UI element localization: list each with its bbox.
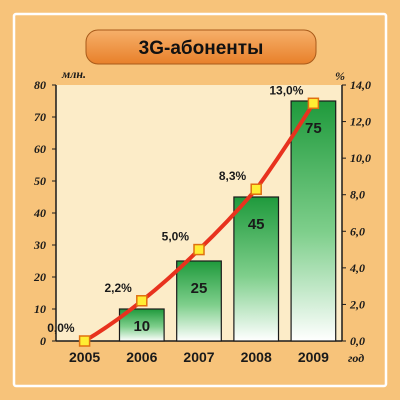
y2-tick-label: 6,0 bbox=[350, 224, 365, 238]
line-point-label: 2,2% bbox=[104, 281, 132, 295]
y2-tick-label: 4,0 bbox=[349, 261, 365, 275]
y2-axis-unit: % bbox=[335, 69, 345, 83]
line-point-label: 0,0% bbox=[47, 321, 75, 335]
bar-value-label: 25 bbox=[191, 280, 208, 297]
bars: 10 25 45 75 bbox=[118, 100, 337, 342]
bar-2007 bbox=[176, 260, 222, 342]
line-point-2008 bbox=[250, 183, 262, 195]
y2-tick-label: 2,0 bbox=[349, 297, 365, 311]
x-tick-label: 2008 bbox=[241, 349, 272, 365]
bar-2009 bbox=[290, 100, 337, 342]
y-tick-label: 10 bbox=[34, 302, 46, 316]
x-axis-label: год bbox=[348, 351, 364, 365]
bar-value-label: 45 bbox=[248, 216, 265, 233]
right-ticks: 0,0 2,0 4,0 6,0 8,0 10,0 12,0 14,0 bbox=[342, 78, 371, 348]
x-tick-label: 2005 bbox=[69, 349, 100, 365]
line-point-2009 bbox=[307, 97, 320, 110]
y-axis-unit: млн. bbox=[61, 67, 86, 81]
x-ticks: 2005 2006 2007 2008 2009 bbox=[69, 349, 329, 365]
y2-tick-label: 10,0 bbox=[350, 151, 371, 165]
line-point-2007 bbox=[193, 243, 205, 256]
x-tick-label: 2006 bbox=[126, 349, 157, 365]
bar-value-label: 10 bbox=[133, 318, 150, 335]
y2-tick-label: 12,0 bbox=[350, 115, 371, 129]
y2-tick-label: 0,0 bbox=[350, 334, 365, 348]
line-point-2006 bbox=[136, 295, 148, 307]
y-tick-label: 40 bbox=[33, 206, 46, 220]
left-ticks: 0 10 20 30 40 50 60 70 80 bbox=[33, 78, 56, 348]
x-tick-label: 2009 bbox=[298, 349, 329, 365]
line-point-label: 13,0% bbox=[269, 83, 303, 97]
y-tick-label: 80 bbox=[34, 78, 46, 92]
line-point-2005 bbox=[78, 335, 91, 347]
y-tick-label: 20 bbox=[33, 270, 46, 284]
chart-title: 3G-абоненты bbox=[139, 38, 264, 59]
growth-line-layer: 0,0% 2,2% 5,0% 8,3% 13,0% bbox=[47, 83, 320, 347]
y-tick-label: 0 bbox=[40, 334, 46, 348]
y-tick-label: 60 bbox=[34, 142, 46, 156]
chart-border bbox=[12, 12, 388, 388]
y-tick-label: 70 bbox=[34, 110, 46, 124]
y2-tick-label: 14,0 bbox=[350, 78, 371, 92]
title-box bbox=[85, 29, 317, 65]
y-tick-label: 30 bbox=[33, 238, 46, 252]
y-tick-label: 50 bbox=[34, 174, 46, 188]
x-tick-label: 2007 bbox=[183, 349, 214, 365]
line-point-label: 8,3% bbox=[219, 169, 247, 183]
bar-value-label: 75 bbox=[305, 120, 322, 137]
line-point-label: 5,0% bbox=[162, 230, 190, 244]
y2-tick-label: 8,0 bbox=[350, 188, 365, 202]
bar-2008 bbox=[233, 196, 280, 342]
